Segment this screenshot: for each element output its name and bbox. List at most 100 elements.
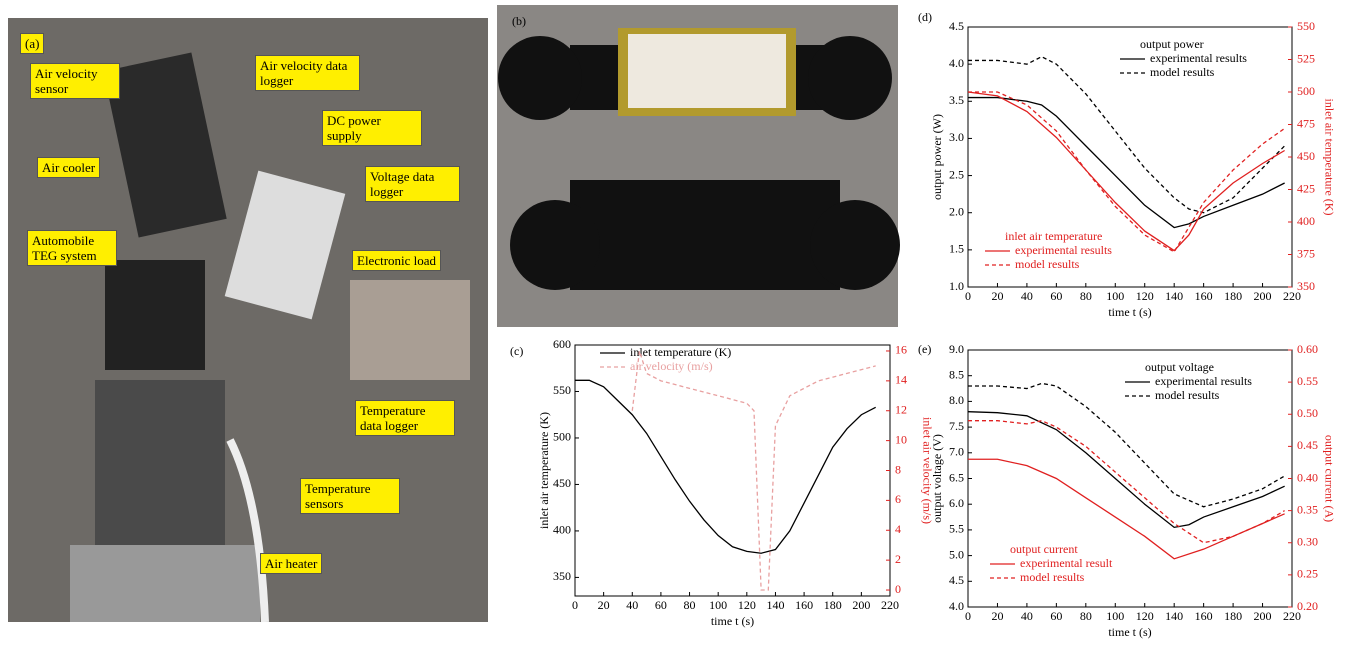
module-plate [570,180,840,290]
legend-title: inlet air temperature [1005,229,1102,243]
y2-tick-label: 375 [1297,246,1315,260]
legend-label: inlet temperature (K) [630,345,731,359]
y2-tick-label: 475 [1297,116,1315,130]
annotation: Air cooler [37,157,100,178]
series-line [968,98,1285,228]
x-tick-label: 160 [1195,289,1213,303]
flange [808,36,892,120]
annotation: Air heater [260,553,322,574]
y-tick-label: 2.5 [949,167,964,181]
y2-tick-label: 0.35 [1297,502,1318,516]
legend-title: output voltage [1145,360,1214,374]
x-tick-label: 180 [1224,289,1242,303]
y2-tick-label: 0.25 [1297,567,1318,581]
x-axis-label: time t (s) [1108,625,1151,639]
photo-b: (b) [497,5,900,327]
series-line [968,57,1285,213]
x-tick-label: 60 [1050,289,1062,303]
x-tick-label: 20 [598,598,610,612]
y2-tick-label: 12 [895,402,907,416]
x-tick-label: 100 [1106,289,1124,303]
y2-tick-label: 8 [895,462,901,476]
annotation: DC power supply [322,110,422,146]
y2-tick-label: 500 [1297,84,1315,98]
series-line [968,92,1285,251]
y-tick-label: 2.0 [949,204,964,218]
y2-tick-label: 0.45 [1297,438,1318,452]
x-tick-label: 200 [1254,609,1272,623]
x-tick-label: 220 [881,598,899,612]
x-tick-label: 200 [852,598,870,612]
x-tick-label: 200 [1254,289,1272,303]
y-tick-label: 6.5 [949,470,964,484]
y-tick-label: 5.5 [949,522,964,536]
x-axis-label: time t (s) [711,614,754,628]
series-line [575,380,876,553]
y2-tick-label: 350 [1297,279,1315,293]
legend-label: experimental results [1015,243,1112,257]
panel-label: (d) [918,10,932,24]
x-tick-label: 180 [824,598,842,612]
annotation: Automobile TEG system [27,230,117,266]
x-tick-label: 40 [1021,609,1033,623]
legend-label: experimental result [1020,556,1113,570]
heater-shape [70,545,260,622]
x-tick-label: 120 [1136,609,1154,623]
annotation: Electronic load [352,250,441,271]
photo-a [8,18,488,622]
y2-tick-label: 2 [895,552,901,566]
module-tiles [628,34,786,108]
x-tick-label: 0 [572,598,578,612]
panel-label: (e) [918,342,931,356]
legend-label: experimental results [1155,374,1252,388]
y2-tick-label: 0 [895,582,901,596]
x-tick-label: 0 [965,289,971,303]
flange [498,36,582,120]
figure: (b) 020406080100120140160180200220350400… [0,0,1354,647]
y-axis-label: inlet air temperature (K) [537,412,551,529]
page: (b) 020406080100120140160180200220350400… [0,0,1354,647]
y2-tick-label: 10 [895,432,907,446]
x-tick-label: 120 [1136,289,1154,303]
teg-shape [105,260,205,370]
y-axis-label: output voltage (V) [930,434,944,523]
heater-duct-shape [95,380,225,550]
y-tick-label: 4.0 [949,599,964,613]
y-tick-label: 7.5 [949,419,964,433]
x-tick-label: 160 [795,598,813,612]
y-tick-label: 1.0 [949,279,964,293]
y2-tick-label: 400 [1297,214,1315,228]
y2-axis-label: output current (A) [1322,435,1336,522]
y2-tick-label: 0.30 [1297,535,1318,549]
series-line [968,412,1285,528]
x-tick-label: 180 [1224,609,1242,623]
y2-tick-label: 450 [1297,149,1315,163]
x-tick-label: 100 [709,598,727,612]
legend-label: air velocity (m/s) [630,359,713,373]
y-tick-label: 3.5 [949,93,964,107]
plot-frame [968,350,1292,607]
legend-label: model results [1020,570,1085,584]
x-tick-label: 140 [1165,609,1183,623]
y2-tick-label: 0.50 [1297,406,1318,420]
annotation: Temperature sensors [300,478,400,514]
x-axis-label: time t (s) [1108,305,1151,319]
y-tick-label: 400 [553,523,571,537]
y-tick-label: 8.0 [949,393,964,407]
legend-label: model results [1015,257,1080,271]
legend-label: experimental results [1150,51,1247,65]
y-tick-label: 4.0 [949,56,964,70]
flange [810,200,900,290]
x-tick-label: 60 [1050,609,1062,623]
x-tick-label: 140 [1165,289,1183,303]
y-tick-label: 450 [553,476,571,490]
panel-label: (b) [512,14,526,28]
load-shape [350,280,470,380]
x-tick-label: 60 [655,598,667,612]
y2-axis-label: inlet air temperature (K) [1322,99,1336,216]
legend-title: output power [1140,37,1204,51]
y-axis-label: output power (W) [930,114,944,200]
y2-tick-label: 550 [1297,19,1315,33]
x-tick-label: 40 [626,598,638,612]
x-tick-label: 40 [1021,289,1033,303]
